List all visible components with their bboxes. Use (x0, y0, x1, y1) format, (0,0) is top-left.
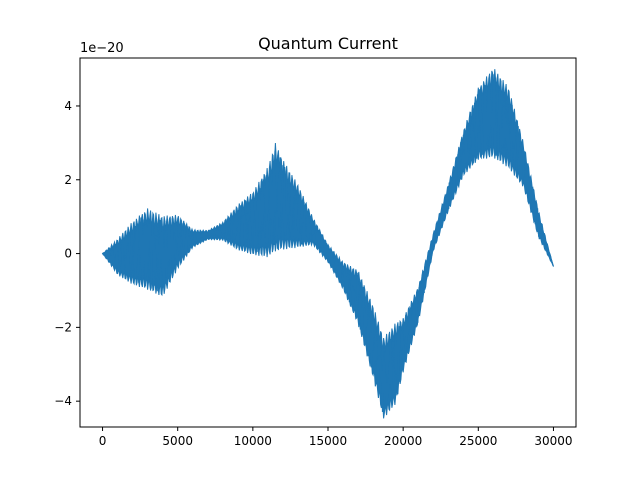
x-axis: 0 5000 10000 15000 20000 25000 30000 (99, 427, 573, 448)
y-tick-label: 2 (64, 173, 72, 187)
x-tick-label: 30000 (534, 434, 572, 448)
x-tick-label: 15000 (309, 434, 347, 448)
plot-frame (79, 57, 577, 428)
y-offset-label: 1e−20 (80, 41, 124, 56)
x-tick-label: 0 (99, 434, 107, 448)
x-tick-label: 20000 (384, 434, 422, 448)
x-tick-label: 10000 (234, 434, 272, 448)
chart-title: Quantum Current (258, 34, 398, 53)
plot-area (101, 69, 554, 419)
y-axis: −4 −2 0 2 4 (54, 99, 80, 408)
y-tick-label: −2 (54, 320, 72, 334)
y-tick-label: −4 (54, 394, 72, 408)
x-tick-label: 25000 (459, 434, 497, 448)
y-tick-label: 4 (64, 99, 72, 113)
y-tick-label: 0 (64, 247, 72, 261)
x-tick-label: 5000 (162, 434, 193, 448)
series-noise (102, 74, 554, 413)
